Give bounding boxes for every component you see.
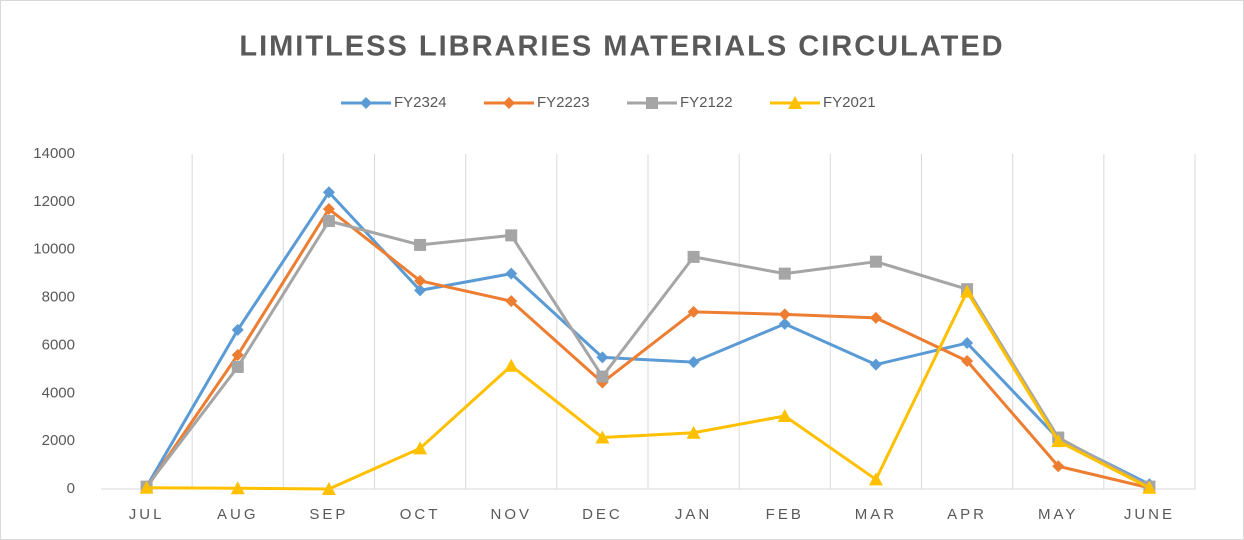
marker (504, 358, 519, 372)
marker (777, 409, 792, 423)
x-tick-label: DEC (582, 506, 623, 523)
x-tick-label: APR (947, 506, 987, 523)
marker (505, 229, 518, 242)
marker (596, 370, 609, 383)
y-tick-label: 8000 (42, 289, 75, 306)
x-tick-label: MAR (855, 506, 897, 523)
marker (961, 337, 974, 350)
marker (646, 97, 658, 109)
y-tick-label: 4000 (42, 384, 75, 401)
y-tick-label: 10000 (33, 241, 75, 258)
marker (868, 472, 883, 486)
marker (230, 481, 245, 495)
y-tick-label: 2000 (42, 432, 75, 449)
marker (414, 284, 427, 297)
marker (414, 274, 427, 287)
marker (505, 267, 518, 280)
series-line (145, 190, 1151, 488)
y-tick-label: 14000 (33, 145, 75, 162)
series-line (145, 207, 1150, 490)
marker (322, 186, 335, 199)
marker (139, 480, 154, 494)
x-tick-label: OCT (400, 506, 441, 523)
legend-label: FY2223 (537, 94, 590, 111)
y-tick-label: 0 (67, 480, 75, 497)
legend-label: FY2021 (823, 94, 876, 111)
marker (596, 351, 609, 364)
marker (960, 284, 975, 298)
x-tick-label: AUG (217, 506, 259, 523)
marker (687, 356, 700, 369)
x-tick-label: NOV (490, 506, 532, 523)
marker (360, 97, 372, 109)
legend-label: FY2122 (680, 94, 733, 111)
x-tick-label: MAY (1038, 506, 1078, 523)
legend-label: FY2324 (394, 94, 447, 111)
marker (1052, 460, 1065, 473)
x-tick-label: FEB (766, 506, 804, 523)
marker (595, 430, 610, 444)
marker (1142, 480, 1157, 494)
series-line (146, 290, 1151, 491)
marker (231, 360, 244, 373)
marker (505, 295, 518, 308)
marker (322, 215, 335, 227)
marker (231, 349, 244, 361)
x-tick-label: JUNE (1124, 506, 1175, 523)
marker (869, 255, 882, 268)
chart-title: LIMITLESS LIBRARIES MATERIALS CIRCULATED (239, 31, 1004, 63)
y-tick-label: 6000 (42, 336, 75, 353)
marker (413, 441, 428, 455)
marker (414, 238, 427, 251)
marker (503, 97, 515, 109)
marker (869, 358, 882, 371)
marker (231, 323, 244, 336)
marker (321, 482, 336, 495)
marker (778, 267, 791, 280)
marker (322, 203, 335, 216)
x-tick-label: JUL (129, 506, 165, 523)
marker (778, 308, 791, 321)
x-tick-label: SEP (309, 506, 348, 523)
marker (687, 250, 700, 263)
marker (687, 305, 700, 318)
marker (788, 96, 802, 109)
marker (961, 354, 974, 367)
x-tick-label: JAN (675, 506, 712, 523)
marker (778, 317, 791, 330)
y-tick-label: 12000 (33, 193, 75, 210)
marker (686, 425, 701, 439)
marker (1051, 434, 1066, 448)
marker (869, 311, 882, 324)
